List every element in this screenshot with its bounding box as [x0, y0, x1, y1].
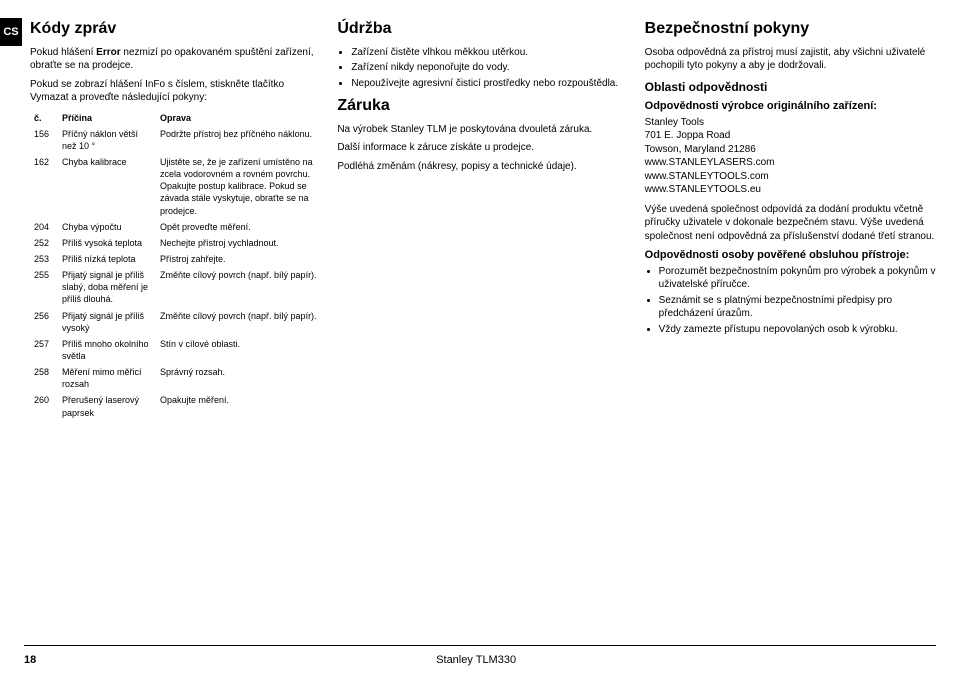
table-row: 204Chyba výpočtuOpět proveďte měření. — [30, 219, 321, 235]
cell: Chyba výpočtu — [58, 219, 156, 235]
th-fix: Oprava — [156, 110, 321, 126]
table-row: 162Chyba kalibraceUjistěte se, že je zař… — [30, 154, 321, 219]
cell: Příliš mnoho okolního světla — [58, 336, 156, 364]
heading-safety: Bezpečnostní pokyny — [645, 18, 936, 40]
cell: Stín v cílové oblasti. — [156, 336, 321, 364]
page-footer: 18 Stanley TLM330 — [24, 654, 936, 666]
column-safety: Bezpečnostní pokyny Osoba odpovědná za p… — [645, 18, 936, 620]
text: Pokud hlášení — [30, 47, 96, 58]
safety-intro: Osoba odpovědná za přístroj musí zajisti… — [645, 46, 936, 73]
mfr-paragraph: Výše uvedená společnost odpovídá za dodá… — [645, 203, 936, 244]
cell: Přerušený laserový paprsek — [58, 392, 156, 420]
cell: Nechejte přístroj vychladnout. — [156, 235, 321, 251]
table-row: 258Měření mimo měřicí rozsahSprávný rozs… — [30, 364, 321, 392]
cell: Opět proveďte měření. — [156, 219, 321, 235]
table-row: 257Příliš mnoho okolního světlaStín v cí… — [30, 336, 321, 364]
mfr-addr2: Towson, Maryland 21286 — [645, 143, 936, 157]
list-item: Seznámit se s platnými bezpečnostními př… — [659, 294, 936, 321]
mfr-url1: www.STANLEYLASERS.com — [645, 156, 936, 170]
column-maintenance: Údržba Zařízení čistěte vlhkou měkkou ut… — [337, 18, 628, 620]
intro-error: Pokud hlášení Error nezmizí po opakované… — [30, 46, 321, 73]
heading-manufacturer: Odpovědnosti výrobce originálního zaříze… — [645, 99, 936, 114]
cell: Změňte cílový povrch (např. bílý papír). — [156, 267, 321, 307]
cell: 204 — [30, 219, 58, 235]
cell: 162 — [30, 154, 58, 219]
list-item: Zařízení nikdy neponořujte do vody. — [351, 61, 628, 75]
table-row: 256Přijatý signál je příliš vysokýZměňte… — [30, 308, 321, 336]
cell: Příčný náklon větší než 10 ° — [58, 126, 156, 154]
table-row: 253Příliš nízká teplotaPřístroj zahřejte… — [30, 251, 321, 267]
heading-user: Odpovědnosti osoby pověřené obsluhou pří… — [645, 248, 936, 263]
table-header-row: č. Příčina Oprava — [30, 110, 321, 126]
cell: Přístroj zahřejte. — [156, 251, 321, 267]
warranty-p2: Další informace k záruce získáte u prode… — [337, 141, 628, 155]
list-item: Vždy zamezte přístupu nepovolaných osob … — [659, 323, 936, 337]
cell: Opakujte měření. — [156, 392, 321, 420]
language-tab: CS — [0, 18, 22, 46]
cell: Měření mimo měřicí rozsah — [58, 364, 156, 392]
heading-responsibility: Oblasti odpovědnosti — [645, 79, 936, 95]
footer-spacer — [916, 654, 936, 666]
cell: Přijatý signál je příliš slabý, doba měř… — [58, 267, 156, 307]
cell: Ujistěte se, že je zařízení umístěno na … — [156, 154, 321, 219]
text-bold: Error — [96, 47, 120, 58]
mfr-url3: www.STANLEYTOOLS.eu — [645, 183, 936, 197]
warranty-p3: Podléhá změnám (nákresy, popisy a techni… — [337, 160, 628, 174]
footer-rule — [24, 645, 936, 646]
table-row: 255Přijatý signál je příliš slabý, doba … — [30, 267, 321, 307]
table-row: 252Příliš vysoká teplotaNechejte přístro… — [30, 235, 321, 251]
list-item: Nepoužívejte agresivní čisticí prostředk… — [351, 77, 628, 91]
cell: Přijatý signál je příliš vysoký — [58, 308, 156, 336]
codes-table: č. Příčina Oprava 156Příčný náklon větší… — [30, 110, 321, 421]
th-cause: Příčina — [58, 110, 156, 126]
user-list: Porozumět bezpečnostním pokynům pro výro… — [645, 265, 936, 337]
column-codes: Kódy zpráv Pokud hlášení Error nezmizí p… — [24, 18, 321, 620]
cell: 253 — [30, 251, 58, 267]
cell: 257 — [30, 336, 58, 364]
page-number: 18 — [24, 654, 36, 666]
cell: 156 — [30, 126, 58, 154]
cell: Správný rozsah. — [156, 364, 321, 392]
cell: 258 — [30, 364, 58, 392]
intro-info: Pokud se zobrazí hlášení InFo s číslem, … — [30, 78, 321, 105]
heading-codes: Kódy zpráv — [30, 18, 321, 40]
cell: Příliš vysoká teplota — [58, 235, 156, 251]
page-content: Kódy zpráv Pokud hlášení Error nezmizí p… — [0, 0, 960, 620]
heading-maintenance: Údržba — [337, 18, 628, 40]
mfr-name: Stanley Tools — [645, 116, 936, 130]
heading-warranty: Záruka — [337, 95, 628, 117]
th-code: č. — [30, 110, 58, 126]
cell: 256 — [30, 308, 58, 336]
cell: 252 — [30, 235, 58, 251]
cell: Změňte cílový povrch (např. bílý papír). — [156, 308, 321, 336]
cell: 255 — [30, 267, 58, 307]
mfr-url2: www.STANLEYTOOLS.com — [645, 170, 936, 184]
list-item: Porozumět bezpečnostním pokynům pro výro… — [659, 265, 936, 292]
cell: 260 — [30, 392, 58, 420]
list-item: Zařízení čistěte vlhkou měkkou utěrkou. — [351, 46, 628, 60]
maintenance-list: Zařízení čistěte vlhkou měkkou utěrkou. … — [337, 46, 628, 91]
cell: Chyba kalibrace — [58, 154, 156, 219]
product-name: Stanley TLM330 — [436, 654, 516, 666]
table-row: 156Příčný náklon větší než 10 °Podržte p… — [30, 126, 321, 154]
cell: Příliš nízká teplota — [58, 251, 156, 267]
cell: Podržte přístroj bez příčného náklonu. — [156, 126, 321, 154]
warranty-p1: Na výrobek Stanley TLM je poskytována dv… — [337, 123, 628, 137]
mfr-addr1: 701 E. Joppa Road — [645, 129, 936, 143]
table-row: 260Přerušený laserový paprsekOpakujte mě… — [30, 392, 321, 420]
